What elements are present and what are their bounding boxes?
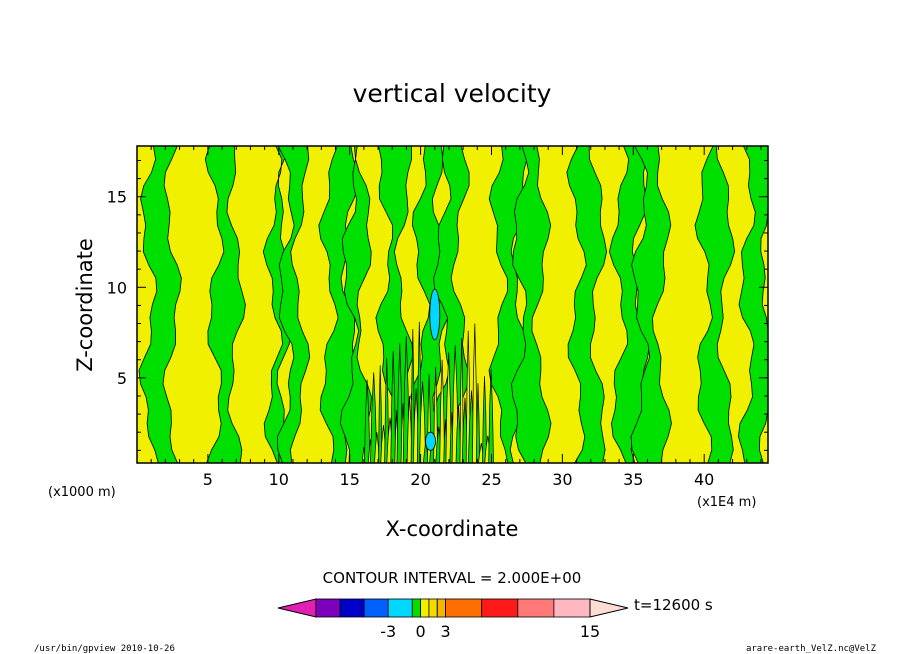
x-tick-label: 40 xyxy=(694,470,714,489)
colorbar-segment xyxy=(517,598,555,618)
colorbar-segment xyxy=(436,598,446,618)
colorbar-segment xyxy=(339,598,365,618)
time-label: t=12600 s xyxy=(634,596,713,614)
x-tick-label: 15 xyxy=(340,470,360,489)
x-tick-label: 30 xyxy=(552,470,572,489)
y-axis-label: Z-coordinate xyxy=(73,238,97,372)
colorbar-tick-label: 15 xyxy=(580,622,600,641)
x-tick-label: 25 xyxy=(481,470,501,489)
strong-downdraft-patch xyxy=(425,431,436,451)
y-tick-label: 5 xyxy=(117,369,127,388)
contour-interval-text: CONTOUR INTERVAL = 2.000E+00 xyxy=(323,569,582,587)
colorbar-max-arrow xyxy=(589,598,629,618)
chart-title: vertical velocity xyxy=(353,79,552,108)
footer-right: arare-earth_VelZ.nc@VelZ xyxy=(746,644,877,654)
colorbar-segment xyxy=(428,598,438,618)
x-tick-label: 35 xyxy=(623,470,643,489)
x-unit-right: (x1E4 m) xyxy=(697,495,756,510)
colorbar-tick-label: -3 xyxy=(380,622,396,641)
colorbar-segment xyxy=(363,598,389,618)
x-unit-left: (x1000 m) xyxy=(48,485,116,500)
colorbar-ticks: -3 0 3 15 xyxy=(380,622,600,641)
y-tick-label: 10 xyxy=(107,278,127,297)
x-tick-label: 5 xyxy=(203,470,213,489)
contour-field: 5 10 15 20 25 30 35 40 5 10 15 xyxy=(107,145,769,489)
x-axis-label: X-coordinate xyxy=(386,517,519,541)
colorbar-segment xyxy=(445,598,483,618)
strong-downdraft-patch xyxy=(429,288,441,341)
x-tick-label: 10 xyxy=(269,470,289,489)
colorbar xyxy=(277,598,629,618)
colorbar-segment xyxy=(481,598,519,618)
colorbar-tick-label: 0 xyxy=(416,622,426,641)
x-tick-label: 20 xyxy=(410,470,430,489)
footer-left: /usr/bin/gpview 2010-10-26 xyxy=(34,644,175,654)
colorbar-tick-label: 3 xyxy=(441,622,451,641)
plot-frame xyxy=(136,145,769,464)
colorbar-segment xyxy=(315,598,341,618)
colorbar-segment xyxy=(553,598,591,618)
y-tick-label: 15 xyxy=(107,188,127,207)
colorbar-min-arrow xyxy=(277,598,317,618)
colorbar-segment xyxy=(420,598,430,618)
colorbar-segment xyxy=(411,598,421,618)
colorbar-segment xyxy=(387,598,413,618)
